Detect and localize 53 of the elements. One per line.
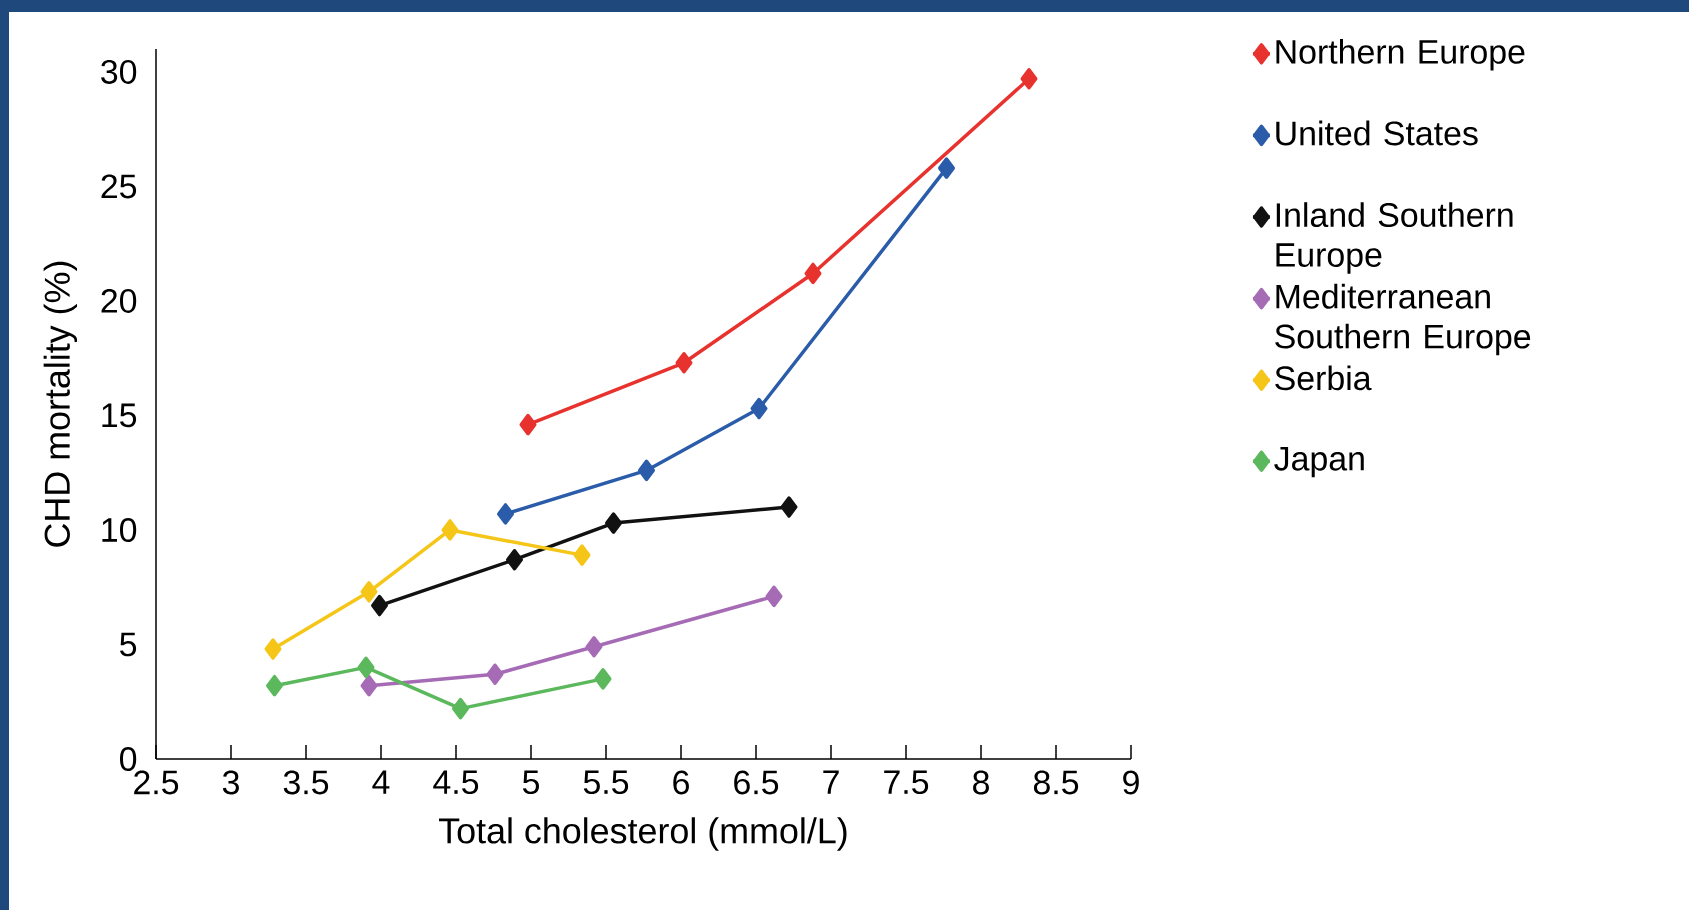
x-tick-label: 3 — [222, 770, 239, 795]
legend-label: United States — [1276, 120, 1478, 146]
point — [938, 157, 955, 179]
point — [638, 459, 655, 482]
x-tick-label: 6.5 — [734, 770, 779, 795]
point — [266, 674, 283, 697]
point — [360, 581, 378, 603]
point — [675, 352, 693, 374]
y-tick-label: 25 — [101, 174, 137, 199]
x-tick-label: 7.5 — [884, 770, 929, 795]
x-tick-label: 8.5 — [1033, 770, 1079, 795]
point — [441, 519, 459, 541]
x-tick-label: 3.5 — [283, 770, 329, 795]
y-tick-label: 0 — [120, 747, 137, 771]
y-tick-label: 20 — [101, 288, 137, 313]
y-tick-label: 30 — [101, 59, 137, 84]
legend-label: Northern Europe — [1276, 38, 1525, 71]
point — [585, 636, 603, 658]
x-tick-label: 9 — [1123, 770, 1139, 795]
y-axis-title: CHD mortality (%) — [43, 261, 78, 547]
x-tick-label: 4.5 — [433, 770, 479, 795]
x-tick-label: 6 — [673, 770, 689, 795]
point — [573, 544, 591, 566]
point — [519, 413, 537, 436]
point — [750, 397, 768, 420]
point — [486, 663, 504, 686]
legend-label: Japan — [1274, 447, 1364, 478]
y-tick-label: 5 — [120, 632, 137, 657]
point — [1020, 68, 1038, 90]
x-axis-title: Total cholesterol (mmol/L) — [439, 817, 847, 851]
point — [605, 512, 622, 534]
legend-label: Serbia — [1275, 365, 1372, 391]
point — [371, 594, 388, 617]
point — [594, 668, 612, 690]
y-tick-label: 15 — [102, 403, 137, 428]
point — [452, 697, 469, 720]
x-tick-label: 4 — [372, 770, 390, 794]
point — [765, 585, 783, 608]
point — [360, 674, 378, 697]
x-tick-label: 5.5 — [583, 770, 629, 795]
legend-label: Inland Southern Europe — [1276, 202, 1513, 274]
point — [264, 638, 282, 660]
x-tick-label: 5 — [522, 770, 539, 795]
point — [357, 656, 375, 679]
legend-label: Mediterranean Southern Europe — [1275, 283, 1531, 356]
x-tick-label: 7 — [823, 770, 839, 794]
point — [780, 496, 798, 518]
y-tick-label: 10 — [102, 517, 137, 542]
point — [804, 262, 822, 285]
point — [506, 548, 523, 571]
x-tick-label: 8 — [973, 770, 989, 795]
point — [497, 503, 514, 525]
x-tick-label: 2.5 — [134, 770, 179, 795]
